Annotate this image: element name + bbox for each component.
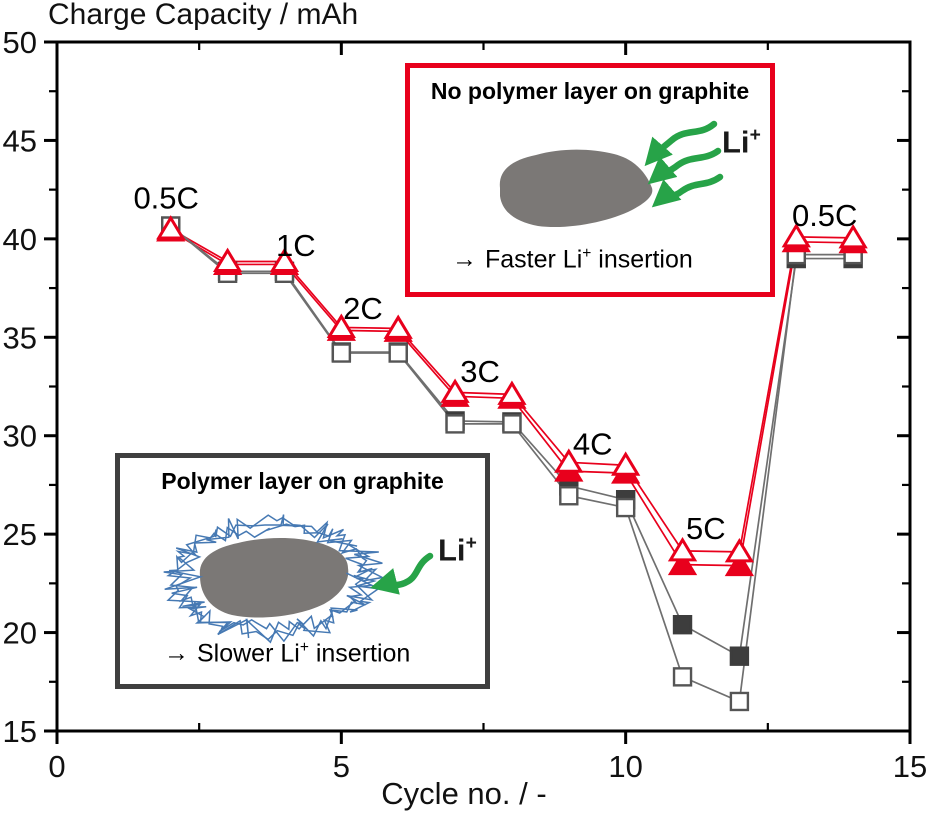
inset-title: No polymer layer on graphite	[430, 78, 750, 104]
data-point	[729, 646, 750, 666]
data-point	[156, 215, 186, 240]
rate-label: 0.5C	[792, 198, 857, 233]
data-point	[502, 414, 522, 434]
scribble-loop	[163, 514, 385, 641]
x-tick-label: 0	[48, 749, 65, 784]
data-point	[331, 343, 352, 363]
right-arrow-icon: →	[452, 245, 477, 273]
data-point	[667, 536, 698, 562]
li-ion-label: Li+	[722, 124, 761, 160]
y-tick-label: 25	[3, 517, 37, 552]
y-tick-label: 15	[3, 714, 37, 749]
inset-graphic-no-polymer	[499, 120, 724, 228]
data-point	[212, 247, 243, 272]
x-tick-label: 15	[893, 749, 927, 784]
data-point	[559, 486, 579, 506]
rate-label: 2C	[343, 291, 383, 326]
polymer-layer-scribble	[163, 514, 385, 644]
inset-title: Polymer layer on graphite	[161, 468, 444, 494]
data-point	[445, 414, 465, 434]
data-point	[440, 378, 470, 403]
insertion-note: → Faster Li+ insertion	[452, 244, 693, 273]
axis-ticks	[44, 40, 912, 744]
x-axis-label: Cycle no. / -	[381, 776, 547, 811]
data-point	[269, 247, 300, 272]
data-point	[383, 314, 413, 339]
chart-title: Charge Capacity / mAh	[48, 0, 359, 31]
y-tick-label: 35	[3, 320, 37, 355]
data-point	[554, 448, 584, 473]
data-point	[724, 537, 755, 563]
data-point	[672, 614, 693, 635]
graphite-particle	[199, 537, 349, 618]
y-tick-label: 50	[3, 25, 37, 60]
inset-polymer: Polymer layer on graphite Li+ → Slower Li…	[115, 453, 490, 689]
rate-label: 5C	[686, 511, 726, 546]
rate-label: 3C	[460, 354, 500, 389]
li-ion-arrows-icon	[644, 120, 724, 208]
data-point	[838, 223, 868, 249]
rate-label: 1C	[276, 228, 316, 263]
data-point	[388, 343, 408, 363]
y-tick-label: 20	[3, 616, 37, 651]
right-arrow-icon: →	[164, 639, 189, 667]
inset-graphic-polymer	[163, 514, 434, 644]
data-point	[497, 380, 527, 405]
data-point	[724, 551, 755, 577]
inset-no-polymer: No polymer layer on graphite Li+ → Faster…	[405, 63, 775, 297]
scribble-loop	[166, 514, 374, 644]
tick-labels: 15 20 25 30 35 40 45 50 0 5 10 15	[3, 25, 928, 784]
data-point	[729, 691, 750, 712]
y-tick-label: 45	[3, 123, 37, 158]
graphite-particle	[499, 149, 653, 228]
data-point	[615, 497, 636, 518]
insertion-note: → Slower Li+ insertion	[164, 638, 411, 667]
data-point	[667, 550, 698, 576]
data-point	[672, 667, 693, 687]
x-tick-label: 5	[333, 749, 350, 784]
rate-label: 0.5C	[133, 181, 198, 216]
y-tick-label: 40	[3, 222, 37, 257]
data-point	[611, 451, 641, 476]
rate-label: 4C	[573, 427, 613, 462]
data-point	[781, 222, 811, 248]
data-point	[326, 313, 356, 338]
li-ion-arrow-icon	[370, 552, 434, 595]
y-tick-label: 30	[3, 419, 37, 454]
x-tick-label: 10	[608, 749, 642, 784]
series-markers-no_polymer_open_triangle	[156, 215, 868, 563]
li-ion-label: Li+	[438, 532, 477, 568]
